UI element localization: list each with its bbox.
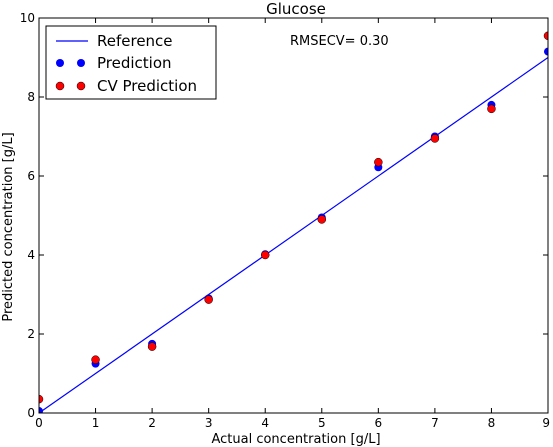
y-tick-label: 8 — [27, 90, 35, 104]
x-tick-label: 7 — [431, 416, 439, 430]
legend-prediction-label: Prediction — [97, 54, 172, 72]
x-tick-label: 9 — [542, 416, 550, 430]
chart-title: Glucose — [266, 0, 326, 18]
legend-cv-label: CV Prediction — [97, 77, 197, 95]
x-tick-label: 6 — [375, 416, 383, 430]
x-axis-label: Actual concentration [g/L] — [211, 432, 380, 447]
cv-prediction-point — [204, 295, 213, 304]
y-tick-label: 2 — [27, 327, 35, 341]
legend-prediction-marker-2 — [77, 59, 85, 67]
y-axis-label: Predicted concentration [g/L] — [1, 132, 16, 321]
cv-prediction-point — [39, 394, 44, 404]
legend-reference-label: Reference — [97, 32, 173, 50]
reference-line — [39, 57, 548, 413]
axes: 0 1 2 3 4 5 6 7 8 9 0 2 4 6 8 10 — [20, 11, 550, 430]
cv-prediction-point — [374, 157, 383, 167]
cv-prediction-point — [543, 31, 548, 41]
x-tick-label: 2 — [148, 416, 156, 430]
prediction-point — [544, 47, 548, 56]
cv-prediction-point — [147, 342, 157, 351]
legend-cv-marker-1 — [55, 81, 65, 91]
plot-frame — [38, 17, 549, 414]
cv-prediction-point — [430, 134, 440, 143]
legend: Reference Prediction CV Prediction — [45, 25, 217, 100]
cv-prediction-point — [487, 104, 496, 114]
legend-cv-marker-2 — [76, 81, 86, 91]
y-tick-label: 6 — [27, 169, 35, 183]
cv-prediction-point — [317, 215, 327, 224]
x-tick-label: 5 — [318, 416, 326, 430]
legend-box — [45, 25, 217, 100]
legend-prediction-marker-1 — [56, 59, 64, 67]
y-tick-label: 0 — [27, 406, 35, 420]
y-tick-label: 4 — [27, 248, 35, 262]
x-tick-label: 4 — [261, 416, 269, 430]
x-tick-label: 1 — [92, 416, 100, 430]
x-tick-label: 0 — [35, 416, 43, 430]
cv-prediction-point — [91, 355, 100, 364]
cv-prediction-point — [260, 250, 270, 260]
x-tick-label: 8 — [488, 416, 496, 430]
prediction-point — [39, 407, 43, 413]
rmsecv-annotation: RMSECV= 0.30 — [290, 34, 389, 49]
y-tick-label: 10 — [20, 11, 35, 25]
x-tick-label: 3 — [205, 416, 213, 430]
